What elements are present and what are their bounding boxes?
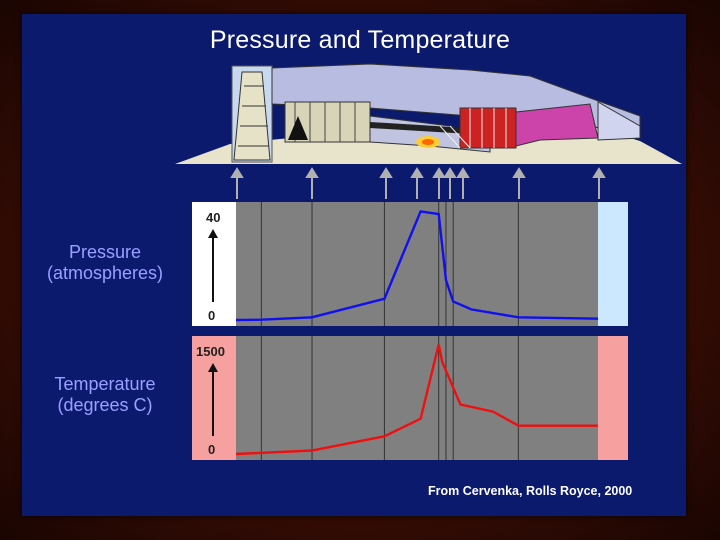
engine-fan-blade [233, 71, 271, 161]
pressure-chart: 40 0 [192, 202, 628, 326]
pressure-ytick-top: 40 [206, 210, 220, 225]
station-arrow-head [410, 167, 424, 178]
station-arrow-head [456, 167, 470, 178]
slide-title: Pressure and Temperature [209, 26, 511, 54]
pressure-up-arrow-head [208, 229, 218, 238]
station-arrow-head [432, 167, 446, 178]
temperature-up-arrow-head [208, 363, 218, 372]
temperature-ytick-top: 1500 [196, 344, 225, 359]
pressure-axis-label: Pressure (atmospheres) [30, 242, 180, 284]
station-arrow-head [379, 167, 393, 178]
station-arrow-head [305, 167, 319, 178]
station-arrows [230, 167, 606, 199]
source-credit: From Cervenka, Rolls Royce, 2000 [428, 484, 633, 498]
pressure-ytick-bottom: 0 [208, 308, 215, 323]
pressure-label-line1: Pressure [68, 242, 142, 262]
station-arrow-head [592, 167, 606, 178]
temperature-chart: 1500 0 [192, 336, 628, 460]
station-arrow-head [512, 167, 526, 178]
temperature-label-line1: Temperature [54, 374, 156, 394]
engine-cutaway-illustration [175, 63, 682, 164]
station-arrow-head [230, 167, 244, 178]
temperature-end-band [598, 336, 628, 460]
engine-turbine [459, 107, 517, 149]
temperature-plot-area [236, 336, 598, 460]
pressure-end-band [598, 202, 628, 326]
temperature-series-line [235, 344, 598, 456]
engine-exhaust [515, 103, 599, 147]
temperature-ytick-bottom: 0 [208, 442, 215, 457]
temperature-label-line2: (degrees C) [57, 395, 153, 415]
station-arrow-head [443, 167, 457, 178]
temperature-axis-label: Temperature (degrees C) [30, 374, 180, 416]
pressure-label-line2: (atmospheres) [46, 263, 164, 283]
pressure-series-line [235, 210, 599, 322]
